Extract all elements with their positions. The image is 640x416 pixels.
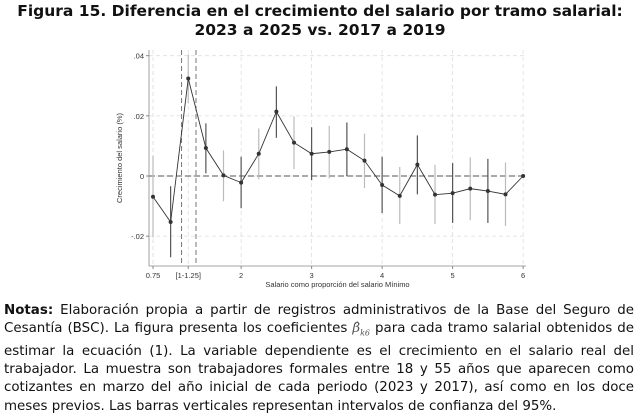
estimate-point bbox=[433, 192, 437, 197]
estimate-point bbox=[380, 183, 385, 188]
estimate-point bbox=[292, 140, 296, 145]
notes: Notas: Elaboración propia a partir de re… bbox=[4, 302, 634, 416]
beta-symbol-char: β̂ bbox=[352, 321, 361, 337]
notes-label: Notas: bbox=[4, 303, 54, 318]
x-tick-label: [1-1.25] bbox=[176, 271, 201, 280]
x-axis-label: Salario como proporción del salario Míni… bbox=[265, 280, 409, 289]
beta-symbol: β̂k6 bbox=[352, 321, 370, 338]
y-tick-label: .02 bbox=[134, 112, 144, 121]
x-tick-label: 4 bbox=[380, 271, 384, 280]
notes-text-before: Elaboración propia a partir de registros… bbox=[4, 303, 634, 337]
x-tick-label: 2 bbox=[239, 271, 243, 280]
x-tick-label: 3 bbox=[310, 271, 314, 280]
beta-symbol-sub: k6 bbox=[360, 328, 370, 338]
estimate-point bbox=[274, 109, 279, 114]
estimate-point bbox=[344, 147, 349, 152]
estimate-point bbox=[327, 149, 332, 154]
estimate-point bbox=[485, 189, 490, 194]
x-tick-label: 6 bbox=[521, 271, 525, 280]
estimate-point bbox=[203, 146, 208, 151]
y-tick-label: .04 bbox=[134, 52, 144, 61]
estimate-point bbox=[362, 158, 367, 163]
estimate-point bbox=[503, 192, 508, 197]
estimate-point bbox=[168, 220, 173, 225]
estimate-point bbox=[151, 194, 155, 199]
estimate-point bbox=[239, 180, 244, 185]
y-tick-label: -.02 bbox=[131, 232, 144, 241]
notes-text-after: para cada tramo salarial obtenidos de es… bbox=[4, 321, 635, 414]
estimate-point bbox=[521, 174, 526, 178]
estimate-point bbox=[309, 151, 314, 156]
y-axis-label: Crecimiento del salario (%) bbox=[115, 112, 124, 203]
estimate-point bbox=[468, 186, 473, 191]
x-tick-label: 5 bbox=[451, 271, 455, 280]
estimate-point bbox=[256, 151, 261, 156]
estimate-line bbox=[152, 78, 524, 224]
estimate-point bbox=[397, 193, 402, 198]
figure-title: Figura 15. Diferencia en el crecimiento … bbox=[17, 2, 623, 39]
estimate-point bbox=[221, 173, 226, 178]
estimate-point bbox=[450, 191, 455, 196]
y-tick-label: 0 bbox=[140, 172, 144, 181]
chart: -.02 0 .02 .04 0.75 [1-1.25] 2 3 4 5 6 Salario como… bbox=[115, 50, 526, 289]
x-tick-label: 0.75 bbox=[146, 271, 161, 280]
estimate-point bbox=[186, 76, 191, 81]
estimate-point bbox=[415, 162, 420, 167]
